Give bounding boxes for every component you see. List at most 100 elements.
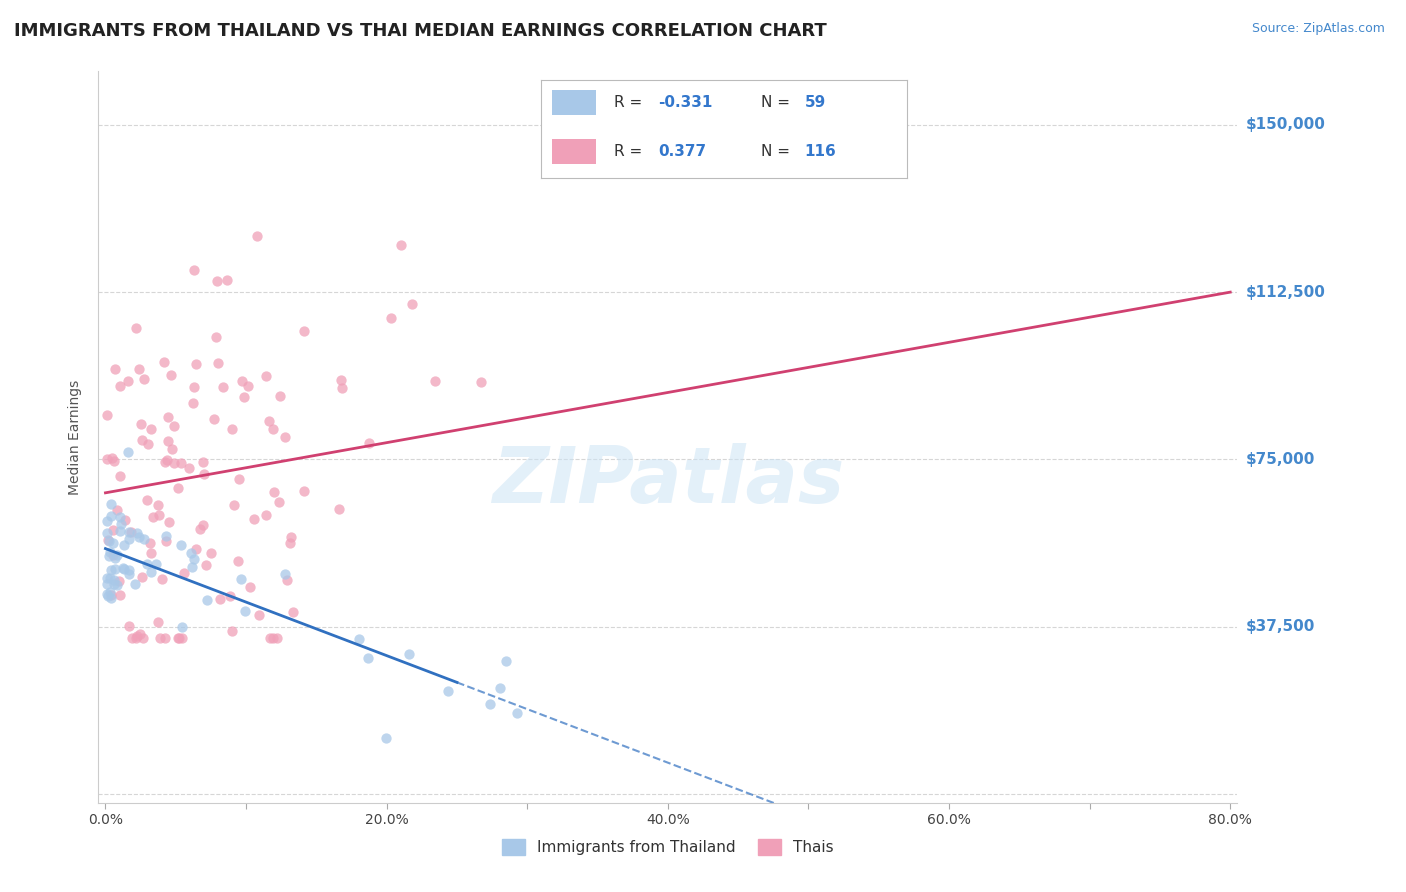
Point: [101, 451, 124, 466]
Point: [96, 452, 118, 467]
Point: [183, 551, 205, 566]
Point: [105, 549, 128, 563]
Point: [139, 566, 162, 580]
Point: [263, 484, 285, 499]
Point: [170, 620, 193, 634]
Point: [100, 563, 122, 577]
Point: [374, 731, 396, 746]
Point: [121, 631, 143, 645]
Point: [488, 681, 510, 695]
Point: [112, 538, 135, 552]
Y-axis label: Median Earnings: Median Earnings: [69, 379, 83, 495]
Point: [118, 619, 141, 633]
Point: [170, 456, 193, 470]
Point: [111, 561, 134, 575]
Point: [160, 368, 183, 382]
Point: [125, 525, 148, 540]
Point: [112, 561, 135, 575]
Text: $150,000: $150,000: [1246, 118, 1326, 132]
Text: $37,500: $37,500: [1246, 619, 1315, 634]
Point: [100, 591, 122, 605]
Point: [101, 536, 124, 550]
Point: [134, 532, 156, 546]
Text: 0.377: 0.377: [658, 144, 706, 159]
Point: [108, 510, 131, 524]
Point: [347, 632, 370, 647]
Text: -0.331: -0.331: [658, 95, 713, 110]
Point: [208, 592, 231, 607]
Point: [97, 549, 120, 564]
Point: [146, 615, 169, 629]
Point: [380, 310, 402, 325]
Point: [98, 533, 121, 548]
Point: [219, 589, 242, 603]
Point: [167, 631, 190, 645]
Point: [398, 647, 420, 661]
Point: [233, 604, 256, 618]
Point: [276, 573, 298, 587]
Point: [217, 273, 239, 287]
Point: [96, 514, 118, 528]
Point: [357, 651, 380, 665]
Point: [98, 571, 121, 585]
Text: R =: R =: [614, 144, 648, 159]
Point: [108, 468, 131, 483]
Point: [131, 631, 153, 645]
Point: [97, 533, 120, 548]
Point: [104, 362, 127, 376]
Point: [495, 654, 517, 668]
Bar: [553, 139, 596, 164]
Point: [103, 577, 125, 591]
Point: [470, 375, 492, 389]
Point: [156, 453, 179, 467]
Point: [180, 546, 202, 560]
Point: [238, 580, 260, 594]
Point: [257, 414, 280, 428]
Point: [148, 508, 170, 522]
Point: [103, 523, 125, 537]
Point: [163, 419, 186, 434]
Point: [221, 624, 243, 638]
Point: [437, 683, 460, 698]
Point: [281, 605, 304, 619]
Point: [254, 369, 277, 384]
Text: N =: N =: [761, 95, 794, 110]
Point: [155, 528, 177, 542]
Point: [142, 509, 165, 524]
Point: [96, 526, 118, 541]
Point: [150, 572, 173, 586]
Point: [170, 631, 193, 645]
Point: [173, 566, 195, 581]
Point: [108, 378, 131, 392]
Point: [120, 524, 142, 539]
Point: [157, 515, 180, 529]
Point: [188, 522, 211, 536]
Point: [207, 356, 229, 370]
Point: [357, 436, 380, 450]
Point: [195, 592, 218, 607]
Point: [330, 380, 353, 394]
Point: [278, 536, 301, 550]
Point: [229, 572, 252, 586]
Point: [246, 228, 269, 243]
Point: [259, 631, 281, 645]
Point: [269, 388, 291, 402]
Point: [180, 560, 202, 574]
Point: [127, 629, 149, 643]
Point: [330, 373, 353, 387]
Point: [104, 550, 127, 565]
Point: [222, 498, 245, 512]
Point: [389, 238, 412, 252]
Point: [98, 545, 121, 559]
Point: [200, 546, 222, 560]
Point: [156, 434, 179, 449]
Point: [125, 321, 148, 335]
Point: [221, 421, 243, 435]
Point: [136, 557, 159, 571]
Point: [157, 409, 180, 424]
Point: [96, 577, 118, 591]
Point: [131, 434, 153, 448]
Point: [100, 509, 122, 524]
Point: [228, 472, 250, 486]
Point: [117, 374, 139, 388]
